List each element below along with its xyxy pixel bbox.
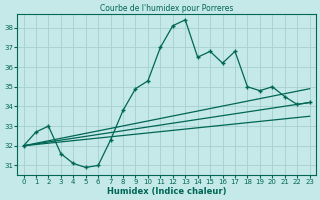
- Title: Courbe de l'humidex pour Porreres: Courbe de l'humidex pour Porreres: [100, 4, 233, 13]
- X-axis label: Humidex (Indice chaleur): Humidex (Indice chaleur): [107, 187, 226, 196]
